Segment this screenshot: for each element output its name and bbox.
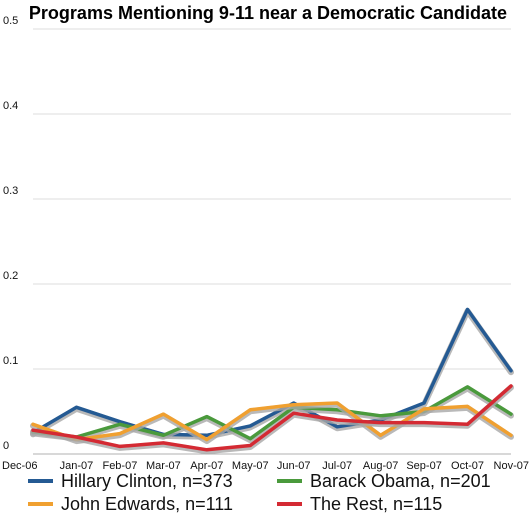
data-point <box>205 415 209 419</box>
data-point <box>161 412 165 416</box>
data-point <box>335 425 339 429</box>
series-line-3 <box>31 384 513 452</box>
data-point <box>205 448 209 452</box>
data-point <box>31 428 35 432</box>
legend: Hillary Clinton, n=373 Barack Obama, n=20… <box>28 471 491 514</box>
data-point <box>74 435 78 439</box>
data-point <box>379 414 383 418</box>
data-point <box>248 444 252 447</box>
x-tick-label: Apr-07 <box>190 460 223 472</box>
y-axis-ticks: 0 0.1 0.2 0.3 0.4 0.5 <box>3 15 18 452</box>
series-line-2 <box>31 401 513 442</box>
data-point <box>248 424 252 428</box>
data-point <box>335 418 339 422</box>
data-point <box>118 432 122 436</box>
x-tick-label: Dec-06 <box>2 460 37 472</box>
data-point <box>118 422 122 426</box>
y-tick-label: 0.2 <box>3 270 18 282</box>
data-point <box>335 408 339 412</box>
series-lines <box>30 307 514 455</box>
data-point <box>379 421 383 425</box>
legend-label: The Rest, n=115 <box>310 494 442 514</box>
x-axis-ticks: Dec-06 Jan-07 Feb-07 Mar-07 Apr-07 May-07 Jun-… <box>2 460 529 472</box>
y-tick-label: 0.5 <box>3 15 18 27</box>
data-point <box>466 308 470 311</box>
data-point <box>379 433 383 437</box>
x-tick-label: Jul-07 <box>322 460 352 472</box>
x-tick-label: Oct-07 <box>451 460 484 472</box>
data-point <box>422 407 426 411</box>
x-tick-label: Mar-07 <box>146 460 181 472</box>
y-tick-label: 0 <box>3 440 9 452</box>
data-point <box>161 433 165 437</box>
gridlines <box>33 28 511 455</box>
data-point <box>509 433 513 437</box>
data-point <box>335 401 339 405</box>
series-line-0 <box>31 307 513 438</box>
data-point <box>422 401 426 405</box>
x-tick-label: Jan-07 <box>60 460 94 472</box>
data-point <box>509 384 513 388</box>
data-point <box>509 412 513 416</box>
x-tick-label: Feb-07 <box>102 460 137 472</box>
y-tick-label: 0.3 <box>3 185 18 197</box>
data-point <box>248 437 252 441</box>
data-point <box>205 433 209 437</box>
data-point <box>205 438 209 442</box>
legend-label: Hillary Clinton, n=373 <box>61 471 233 491</box>
data-point <box>292 411 296 415</box>
x-tick-label: Jun-07 <box>277 460 311 472</box>
data-point <box>466 422 470 426</box>
data-point <box>74 405 78 409</box>
y-tick-label: 0.4 <box>3 100 18 112</box>
x-tick-label: Aug-07 <box>363 460 398 472</box>
data-point <box>118 420 122 424</box>
legend-label: John Edwards, n=111 <box>61 494 233 514</box>
legend-label: Barack Obama, n=201 <box>310 471 491 491</box>
data-point <box>509 369 513 373</box>
data-point <box>31 422 35 426</box>
data-point <box>422 421 426 425</box>
x-tick-label: May-07 <box>232 460 269 472</box>
data-point <box>161 441 165 445</box>
data-point <box>118 444 122 448</box>
x-tick-label: Sep-07 <box>406 460 441 472</box>
x-tick-label: Nov-07 <box>494 460 529 472</box>
data-point <box>292 403 296 407</box>
data-point <box>466 385 470 389</box>
chart-title: Programs Mentioning 9-11 near a Democrat… <box>29 3 507 23</box>
data-point <box>248 408 252 412</box>
y-tick-label: 0.1 <box>3 355 18 367</box>
data-point <box>466 404 470 408</box>
